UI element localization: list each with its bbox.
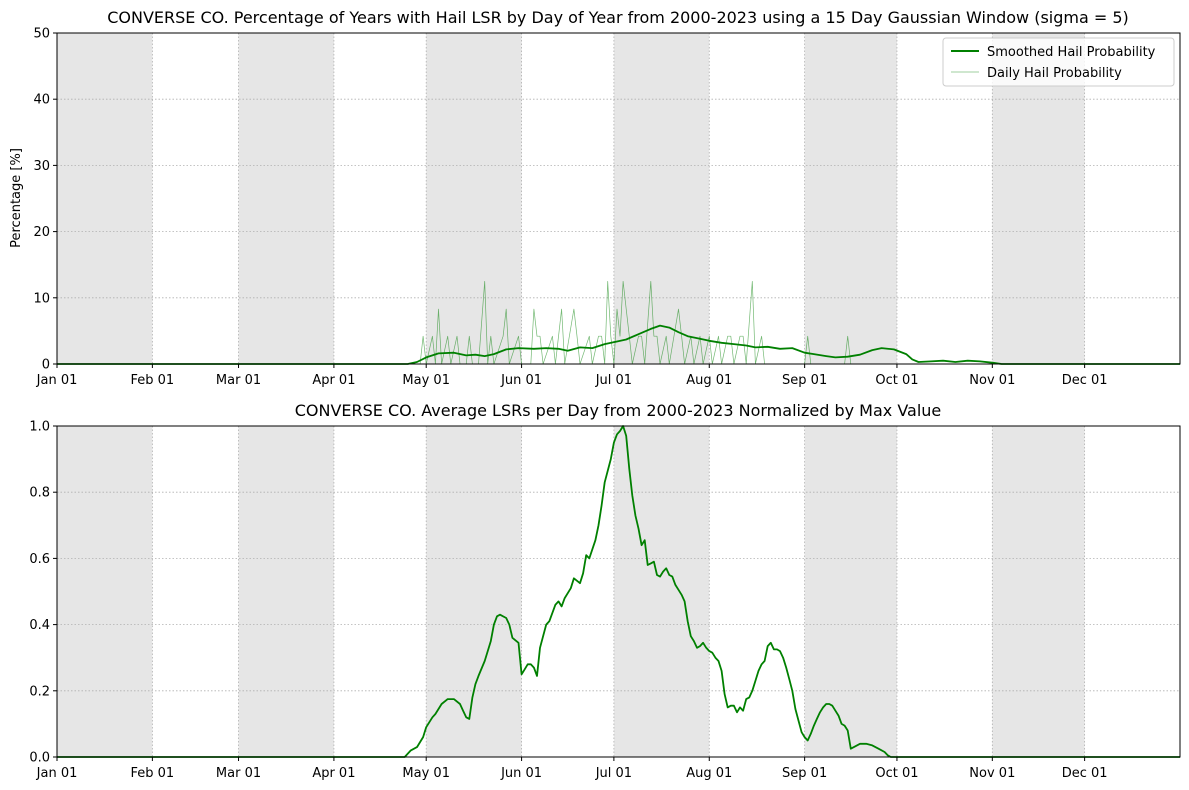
y-tick-label: 0.6 [29,552,50,567]
y-tick-label: 20 [33,225,50,240]
x-tick-label: Apr 01 [312,766,355,781]
month-shade [426,426,522,757]
normalized-lsr-line [57,425,1180,758]
legend-smoothed-label: Smoothed Hail Probability [987,45,1156,60]
y-tick-label: 0 [42,358,50,373]
legend-daily-label: Daily Hail Probability [987,66,1122,81]
month-shade [238,33,334,364]
x-tick-label: Dec 01 [1062,373,1108,388]
tick-labels: 0.0 0.2 0.4 0.6 0.8 1.0 Jan 01 Feb 01 Mar 01 Apr … [29,420,1107,782]
x-tick-label: Jan 01 [36,766,78,781]
y-axis-label: Percentage [%] [9,148,24,248]
x-tick-label: Dec 01 [1062,766,1108,781]
x-tick-label: Nov 01 [969,766,1015,781]
month-shade [804,426,897,757]
chart-title: CONVERSE CO. Percentage of Years with Ha… [107,8,1129,27]
x-tick-label: Mar 01 [216,766,261,781]
x-tick-label: Apr 01 [312,373,355,388]
x-tick-label: Oct 01 [875,373,918,388]
tick-labels: 0 10 20 30 40 50 Jan 01 Feb 01 Mar 01 Apr 01 May 0… [33,27,1107,389]
axes-frame [56,32,1181,365]
month-shading [57,426,1085,757]
smoothed-hail-probability-line [57,324,1180,365]
axes [53,425,1181,761]
hail-percentage-chart: 0 10 20 30 40 50 Jan 01 Feb 01 Mar 01 Apr 01 May 0… [9,8,1181,389]
month-shade [804,33,897,364]
y-tick-label: 0.8 [29,486,50,501]
month-shade [613,33,710,364]
month-shade [992,33,1085,364]
x-tick-label: Oct 01 [875,766,918,781]
x-tick-label: May 01 [402,373,450,388]
y-tick-label: 50 [33,27,50,42]
month-shade [57,426,153,757]
x-tick-label: Nov 01 [969,373,1015,388]
x-tick-label: Sep 01 [782,766,827,781]
y-tick-label: 30 [33,159,50,174]
y-tick-label: 40 [33,93,50,108]
x-tick-label: Feb 01 [131,373,175,388]
x-tick-label: Aug 01 [686,766,732,781]
x-tick-label: Feb 01 [131,766,175,781]
legend: Smoothed Hail Probability Daily Hail Pro… [942,37,1175,87]
x-tick-label: May 01 [402,766,450,781]
chart-title: CONVERSE CO. Average LSRs per Day from 2… [295,401,942,420]
x-tick-label: Mar 01 [216,373,261,388]
x-tick-label: Jun 01 [500,766,542,781]
y-tick-label: 0.2 [29,684,50,699]
x-tick-label: Sep 01 [782,373,827,388]
x-tick-label: Jul 01 [595,373,632,388]
x-tick-label: Jul 01 [595,766,632,781]
x-tick-label: Jan 01 [36,373,78,388]
month-shade [238,426,334,757]
axes [53,32,1181,368]
legend-box [942,37,1175,87]
month-shade [992,426,1085,757]
month-shade [57,33,153,364]
x-tick-label: Aug 01 [686,373,732,388]
y-tick-label: 1.0 [29,420,50,435]
normalized-lsr-chart: 0.0 0.2 0.4 0.6 0.8 1.0 Jan 01 Feb 01 Mar 01 Apr … [29,401,1181,782]
y-tick-label: 0.0 [29,751,50,766]
month-shading [57,33,1085,364]
axes-frame [56,425,1181,758]
month-shade [613,426,710,757]
y-tick-label: 0.4 [29,618,50,633]
x-tick-label: Jun 01 [500,373,542,388]
series-lines [57,425,1180,758]
y-tick-label: 10 [33,291,50,306]
month-shade [426,33,522,364]
